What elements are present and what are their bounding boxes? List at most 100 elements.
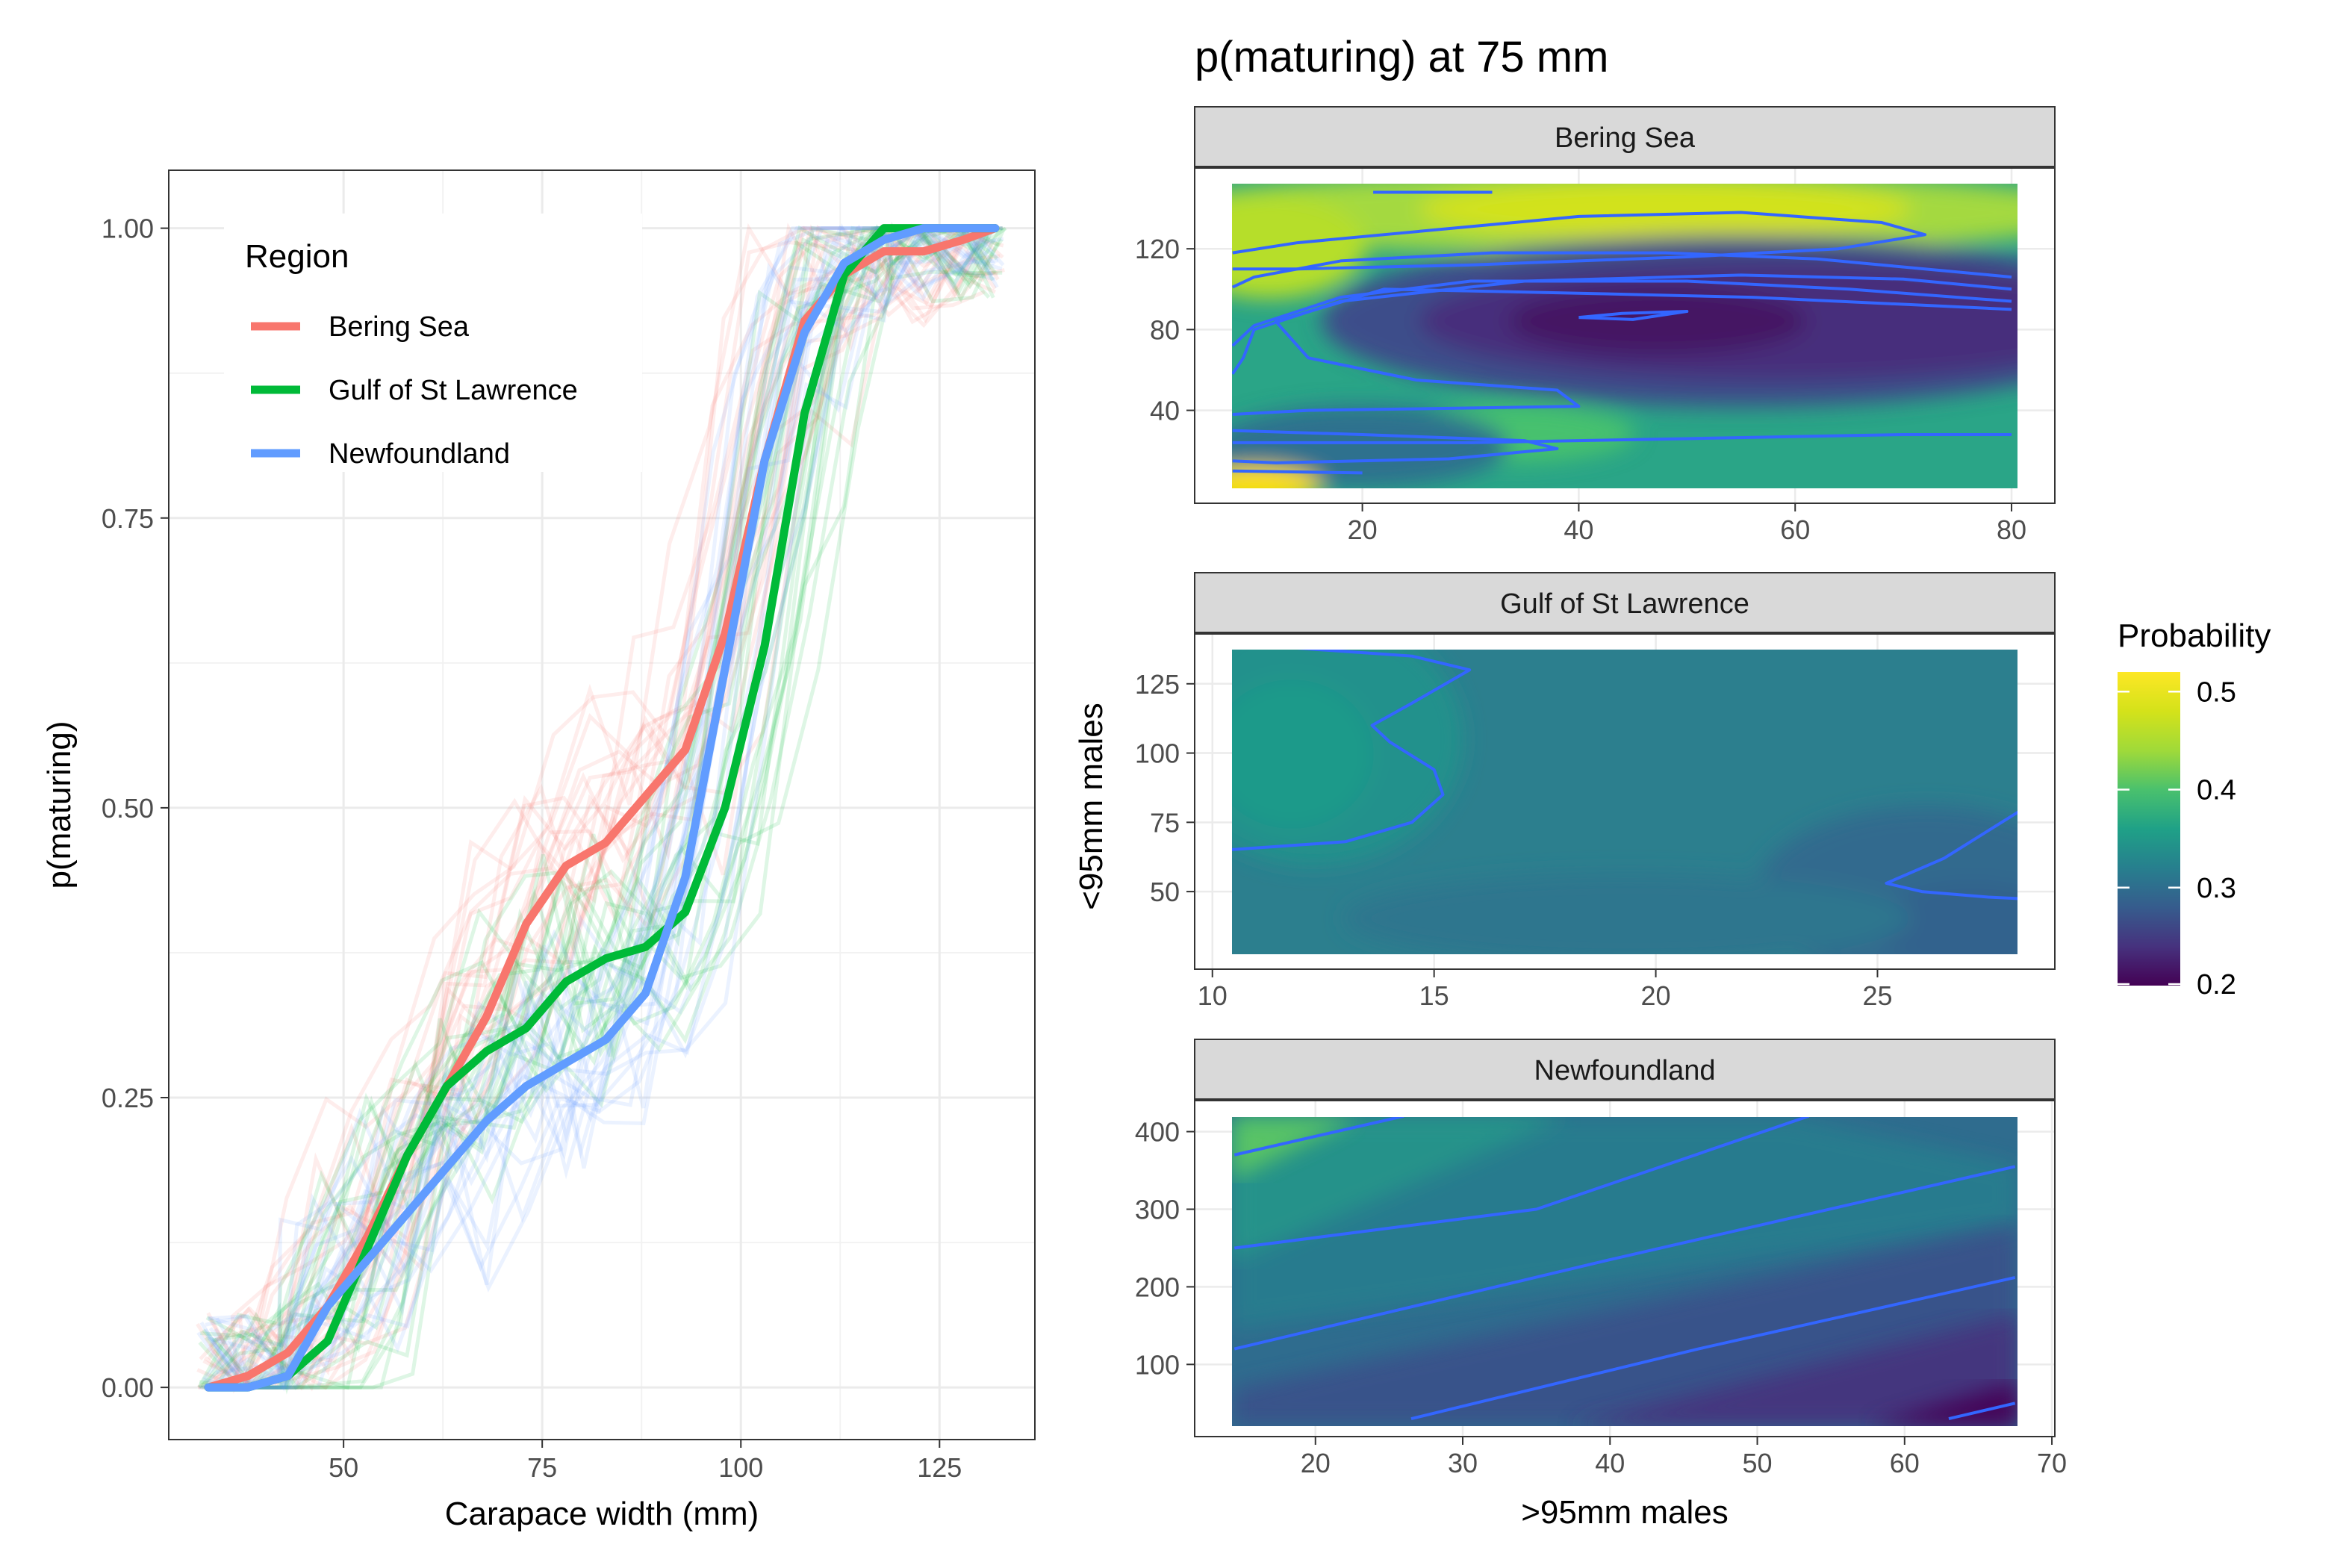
- x-tick-label: 75: [527, 1452, 557, 1483]
- x-tick-label: 15: [1419, 980, 1449, 1011]
- contours-gulf-of-st-lawrence: [1232, 650, 2017, 900]
- bootstrap-line-gulf-of-st-lawrence: [198, 226, 986, 1390]
- contours-bering-sea: [1232, 190, 2012, 475]
- legend: Region Bering Sea Gulf of St Lawrence Newf…: [224, 214, 642, 472]
- x-tick-label: 10: [1198, 980, 1228, 1011]
- left-chart: 50 75 100 125 0.00 0.25 0.50 0.75 1.00 Carapace…: [41, 169, 1036, 1532]
- y-tick-label: 120: [1135, 234, 1180, 264]
- contour-line: [1233, 1165, 2016, 1351]
- left-panel-border: [168, 169, 1036, 1440]
- bootstrap-line-gulf-of-st-lawrence: [204, 224, 992, 1390]
- y-tick-label: 400: [1135, 1117, 1180, 1148]
- x-tick-label: 100: [718, 1452, 763, 1483]
- axes-newfoundland: 20 30 40 50 60 70 100 200 300 400: [1135, 1117, 2067, 1478]
- strip-bering-sea: [1194, 106, 2056, 167]
- x-tick-label: 60: [1780, 514, 1810, 545]
- panel-gulf-of-st-lawrence: Gulf of St Lawrence 10 15 20 25 50 75 100 125: [1135, 572, 2056, 1011]
- colorbar: [2118, 672, 2180, 986]
- colorbar-tick-label: 0.2: [2197, 969, 2236, 1001]
- y-tick-label: 40: [1150, 396, 1180, 426]
- y-tick-label: 125: [1135, 669, 1180, 700]
- y-tick-label: 80: [1150, 314, 1180, 345]
- bootstrap-line-gulf-of-st-lawrence: [215, 226, 1003, 1390]
- right-chart-title: p(maturing) at 75 mm: [1195, 33, 1608, 81]
- x-tick-label: 50: [1743, 1448, 1773, 1478]
- colorbar-tick-label: 0.4: [2197, 775, 2236, 806]
- bootstrap-line-gulf-of-st-lawrence: [210, 225, 998, 1390]
- legend-title: Region: [245, 238, 349, 275]
- legend-label-newfoundland: Newfoundland: [329, 438, 510, 470]
- bootstrap-line-newfoundland: [208, 226, 999, 1390]
- x-tick-label: 20: [1348, 514, 1378, 545]
- strip-newfoundland: [1194, 1039, 2056, 1100]
- left-y-axis-label: p(maturing): [41, 721, 78, 889]
- y-tick-label: 75: [1150, 807, 1180, 838]
- bootstrap-line-bering-sea: [216, 225, 1004, 1390]
- y-tick-label: 300: [1135, 1194, 1180, 1225]
- bootstrap-line-bering-sea: [204, 226, 991, 1390]
- contour-line: [1948, 1401, 2016, 1421]
- bootstrap-line-newfoundland: [207, 225, 995, 1391]
- bootstrap-line-gulf-of-st-lawrence: [200, 225, 991, 1389]
- contour-line: [1232, 429, 1559, 464]
- panel-border-gulf-of-st-lawrence: [1194, 633, 2056, 970]
- bootstrap-line-gulf-of-st-lawrence: [197, 225, 986, 1389]
- x-tick-label: 40: [1595, 1448, 1625, 1478]
- bootstrap-line-gulf-of-st-lawrence: [201, 226, 990, 1390]
- x-tick-label: 70: [2037, 1448, 2067, 1478]
- axes-gulf-of-st-lawrence: 10 15 20 25 50 75 100 125: [1135, 669, 1893, 1011]
- right-x-axis-label: >95mm males: [1521, 1494, 1729, 1531]
- x-tick-label: 20: [1641, 980, 1671, 1011]
- contour-line: [1232, 469, 1363, 475]
- y-tick-label: 0.25: [102, 1083, 154, 1113]
- colorbar-tick-label: 0.3: [2197, 873, 2236, 904]
- right-y-axis-label: <95mm males: [1073, 703, 1110, 910]
- contour-line: [1233, 1117, 1404, 1157]
- contours-newfoundland: [1233, 1117, 2016, 1421]
- contour-line: [1410, 1276, 2016, 1421]
- series-line-newfoundland: [204, 224, 1000, 1392]
- x-tick-label: 25: [1862, 980, 1892, 1011]
- strip-gulf-of-st-lawrence: [1194, 572, 2056, 633]
- bootstrap-line-bering-sea: [202, 225, 991, 1390]
- x-tick-label: 30: [1448, 1448, 1478, 1478]
- bootstrap-line-newfoundland: [215, 226, 1003, 1390]
- bootstrap-line-gulf-of-st-lawrence: [202, 226, 992, 1373]
- legend-background: [224, 214, 642, 472]
- bootstrap-line-bering-sea: [204, 226, 992, 1390]
- bootstrap-line-bering-sea: [212, 254, 1001, 1379]
- x-tick-label: 50: [329, 1452, 358, 1483]
- colorbar-legend: Probability 0.2 0.3 0.4 0.5: [2118, 617, 2271, 1001]
- contour-line: [1578, 310, 1689, 321]
- contour-line: [1232, 211, 1927, 271]
- series-line-bering-sea: [204, 224, 1000, 1392]
- heatmap-bering-sea: [1232, 184, 2017, 488]
- bootstrap-line-newfoundland: [205, 226, 994, 1387]
- bootstrap-line-gulf-of-st-lawrence: [215, 237, 1003, 1390]
- contour-line: [1232, 433, 2012, 444]
- x-tick-label: 80: [1997, 514, 2026, 545]
- colorbar-ticks: 0.2 0.3 0.4 0.5: [2118, 676, 2236, 1001]
- x-tick-label: 40: [1564, 514, 1593, 545]
- strip-label-gulf-of-st-lawrence: Gulf of St Lawrence: [1500, 588, 1749, 620]
- heatmap-gulf-of-st-lawrence: [1232, 650, 2017, 954]
- x-tick-label: 20: [1301, 1448, 1331, 1478]
- contour-line: [1232, 251, 2012, 289]
- legend-label-bering-sea: Bering Sea: [329, 311, 470, 343]
- left-y-axis: 0.00 0.25 0.50 0.75 1.00: [102, 214, 169, 1403]
- contour-line: [1885, 810, 2017, 900]
- y-tick-label: 200: [1135, 1272, 1180, 1302]
- bootstrap-line-gulf-of-st-lawrence: [219, 225, 1007, 1390]
- panel-border-bering-sea: [1194, 167, 2056, 504]
- contour-line: [1232, 279, 2012, 347]
- left-series-lines: [204, 224, 1000, 1392]
- x-tick-label: 125: [917, 1452, 962, 1483]
- bootstrap-line-newfoundland: [196, 226, 987, 1390]
- y-tick-label: 1.00: [102, 214, 154, 244]
- panel-border-newfoundland: [1194, 1100, 2056, 1437]
- bootstrap-line-newfoundland: [208, 225, 997, 1390]
- panel-bering-sea: Bering Sea 20 40 60 80 40 80 120: [1135, 106, 2056, 545]
- bootstrap-line-newfoundland: [210, 224, 998, 1390]
- bootstrap-line-bering-sea: [208, 226, 998, 1390]
- axes-bering-sea: 20 40 60 80 40 80 120: [1135, 234, 2026, 545]
